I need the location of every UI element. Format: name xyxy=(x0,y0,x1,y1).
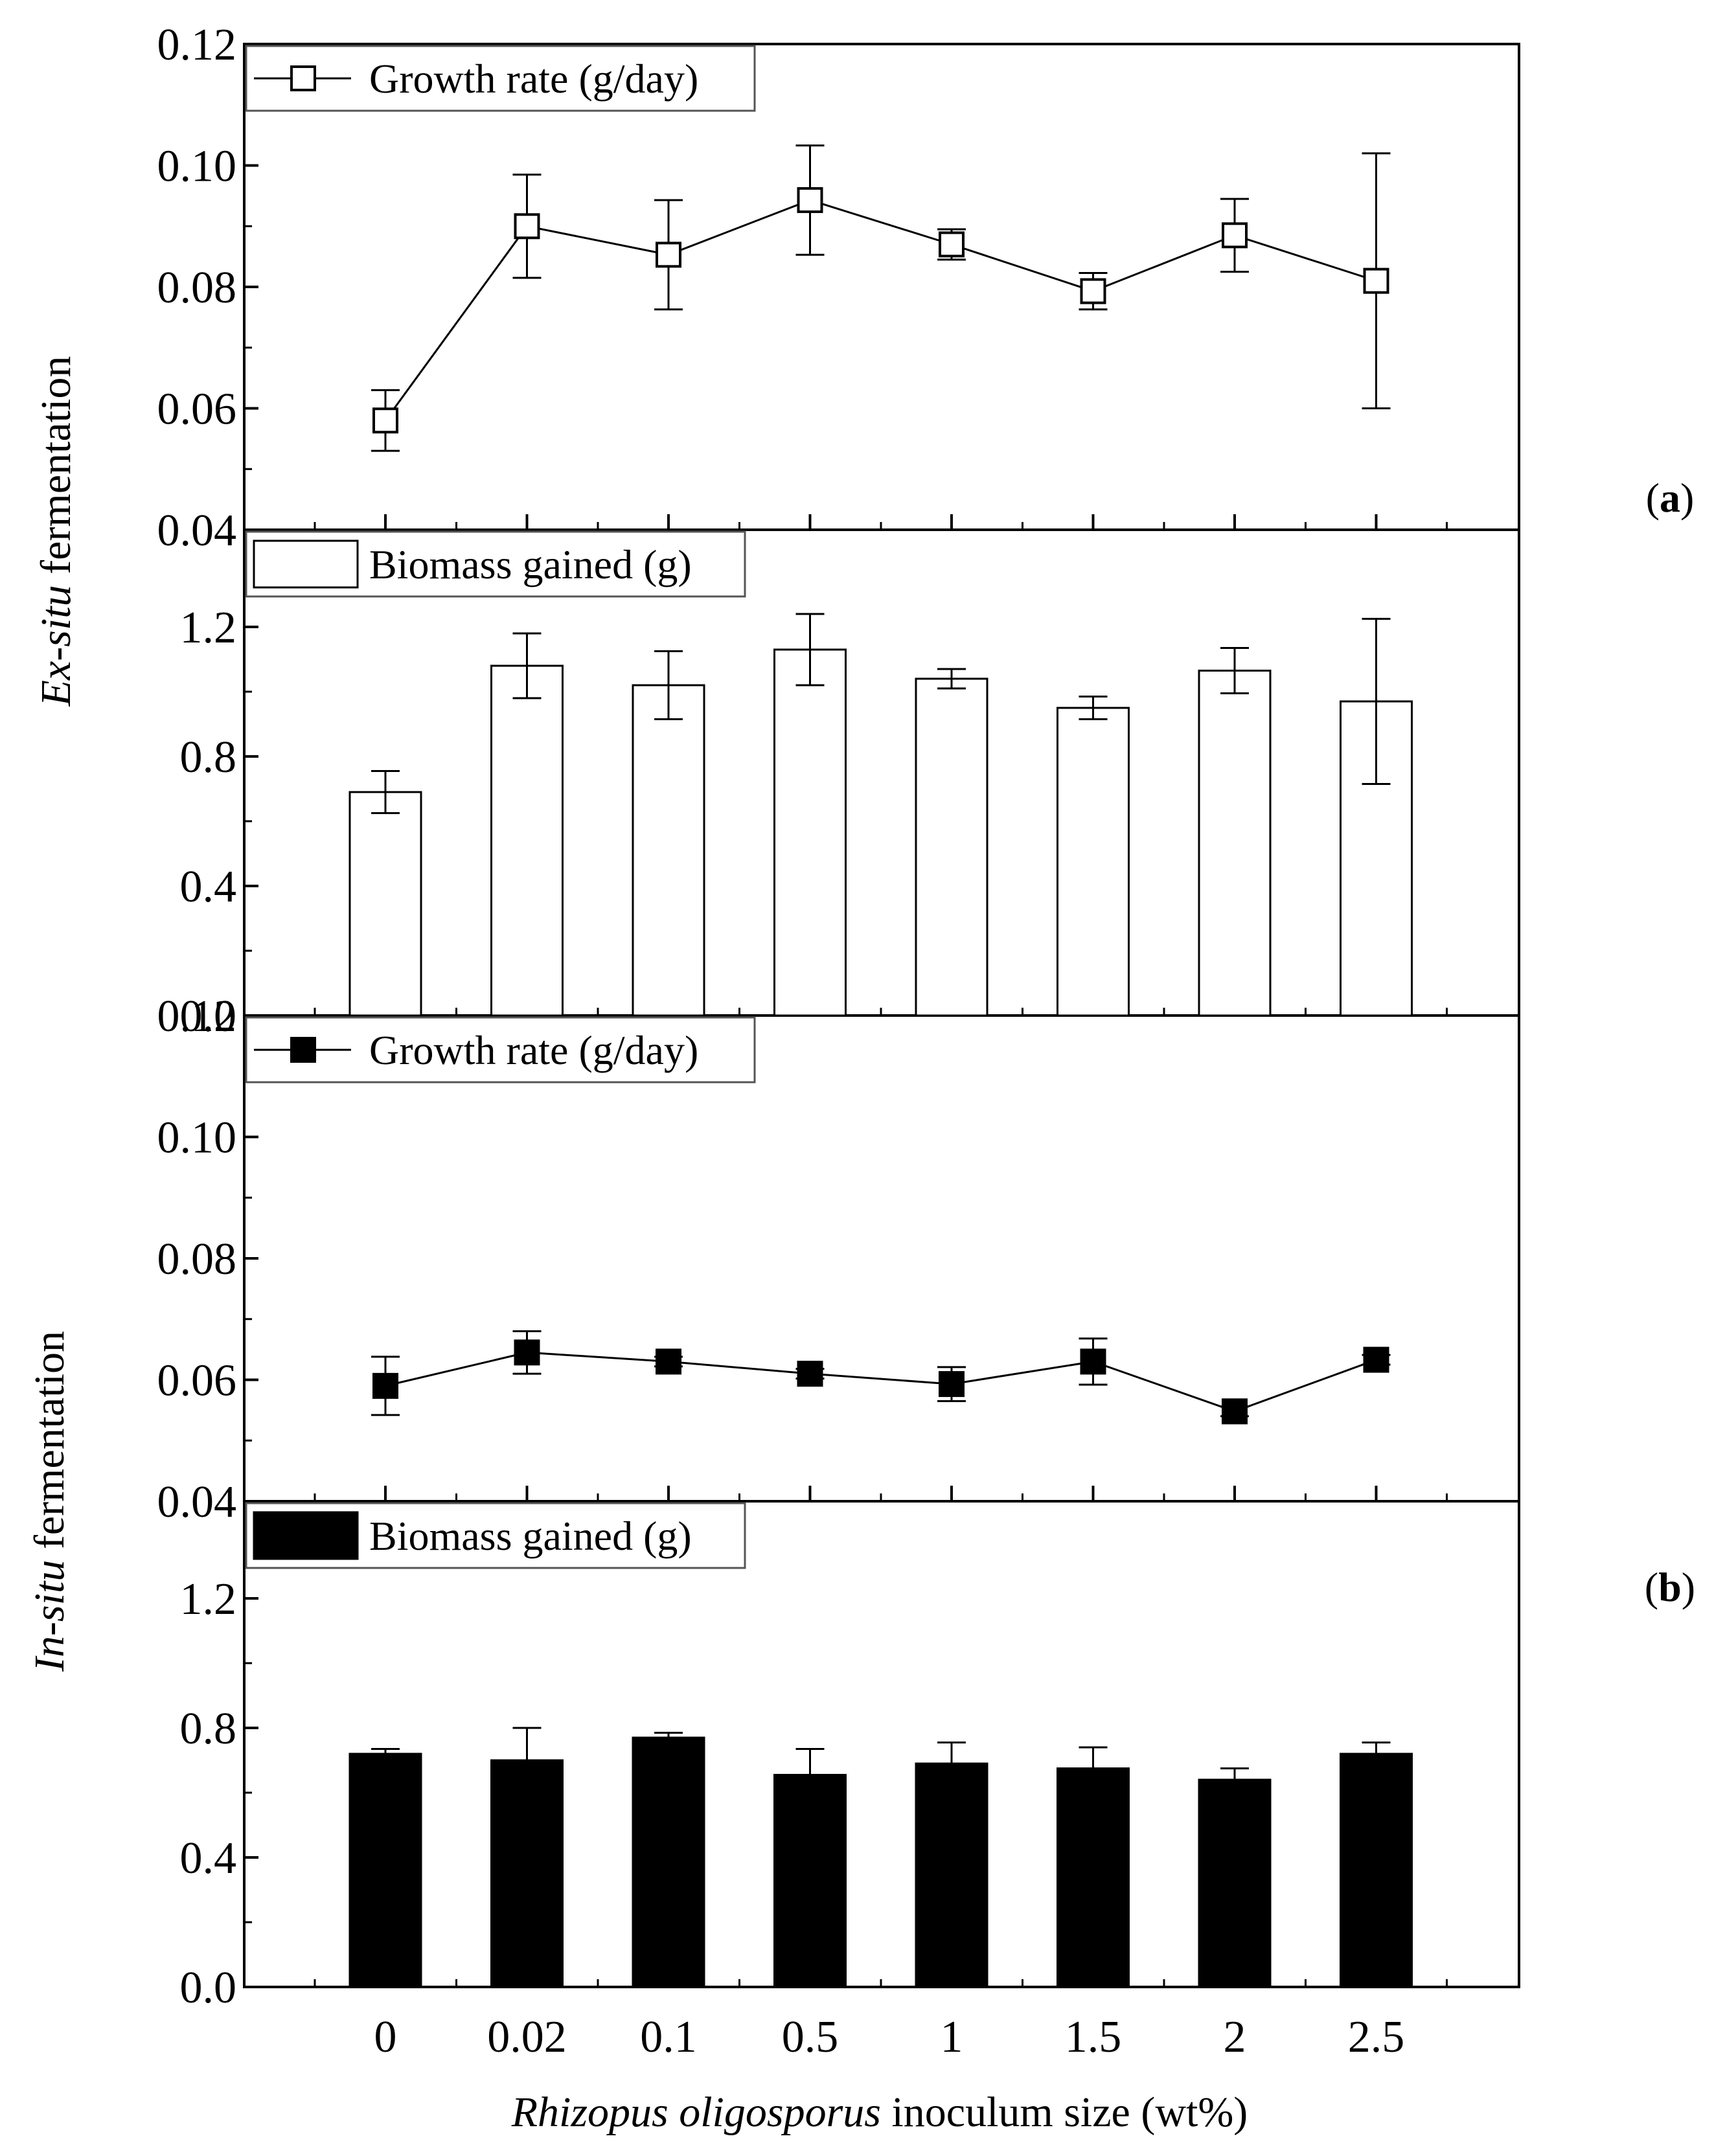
data-point-marker xyxy=(1080,278,1106,304)
panel-b-growth-frame xyxy=(243,1014,1520,1503)
y-tick-label: 0.12 xyxy=(157,992,237,1041)
panel-label-b-letter: b xyxy=(1658,1564,1682,1610)
chart-b_growth: 0.04 0.06 0.08 0.10 0.12 Growth rate (g/day) xyxy=(157,992,1448,1527)
in-situ-axis-title: In-situ fermentation xyxy=(26,1331,73,1672)
ex-situ-rest: fermentation xyxy=(32,356,80,585)
y-tick-label: 1.2 xyxy=(180,603,237,653)
x-tick-label: 1 xyxy=(941,2012,963,2062)
y-tick-label: 1.2 xyxy=(180,1574,237,1624)
panel-label-a: (a) xyxy=(1646,475,1695,521)
bar xyxy=(1198,670,1272,1017)
in-situ-rest: fermentation xyxy=(26,1331,73,1560)
data-point-marker xyxy=(656,242,681,268)
chart-a_growth: 0.04 0.06 0.08 0.10 0.12 Growth rate (g/day) xyxy=(157,20,1448,556)
bar xyxy=(915,1762,988,1988)
x-tick-label: 0.5 xyxy=(782,2012,839,2062)
legend-label: Biomass gained (g) xyxy=(369,1513,692,1559)
y-tick-label: 0.0 xyxy=(180,1963,237,2013)
y-tick-label: 0.10 xyxy=(157,142,237,192)
x-axis-title: Rhizopus oligosporus inoculum size (wt%) xyxy=(511,2089,1248,2136)
bar xyxy=(632,684,705,1017)
x-tick-label: 1.5 xyxy=(1065,2012,1122,2062)
data-point-marker xyxy=(1080,1348,1106,1375)
ex-situ-axis-title: Ex-situ fermentation xyxy=(32,356,80,707)
y-tick-label: 0.12 xyxy=(157,20,237,70)
data-point-marker xyxy=(656,1348,681,1375)
bar xyxy=(773,648,847,1017)
legend-swatch xyxy=(253,539,359,589)
data-point-marker xyxy=(514,1339,540,1366)
in-situ-italic: In-situ xyxy=(26,1560,73,1672)
chart-b_biomass: 0.0 0.4 0.8 1.2 Biomass gained (g) xyxy=(180,1502,1448,2013)
data-point-marker xyxy=(797,1361,823,1387)
panel-a-biomass-frame xyxy=(243,528,1520,1017)
legend-marker xyxy=(290,1037,316,1063)
y-tick-label: 0.4 xyxy=(180,1833,237,1883)
y-tick-label: 0.8 xyxy=(180,1704,237,1754)
x-tick-label: 2.5 xyxy=(1348,2012,1405,2062)
y-tick-label: 0.0 xyxy=(180,992,237,1041)
bar xyxy=(348,791,422,1017)
data-point-marker xyxy=(1363,1346,1389,1373)
data-point-marker xyxy=(939,1371,965,1398)
legend-label: Growth rate (g/day) xyxy=(369,56,698,102)
data-point-marker xyxy=(1222,1398,1248,1425)
bar xyxy=(773,1774,847,1988)
data-point-marker xyxy=(372,1372,398,1399)
bar xyxy=(1340,1753,1413,1988)
bar xyxy=(490,1759,564,1988)
x-axis-title-rest: inoculum size (wt%) xyxy=(881,2089,1248,2136)
data-point-marker xyxy=(797,187,823,213)
x-tick-label: 0 xyxy=(374,2012,397,2062)
legend-swatch xyxy=(253,1511,359,1560)
y-tick-label: 0.4 xyxy=(180,862,237,912)
panel-label-a-close: ) xyxy=(1680,475,1694,521)
data-point-marker xyxy=(372,407,398,434)
y-tick-label: 0.08 xyxy=(157,263,237,313)
legend-label: Growth rate (g/day) xyxy=(369,1027,698,1073)
series-line xyxy=(384,199,1377,422)
y-tick-label: 0.06 xyxy=(157,1356,237,1406)
panel-a-growth-frame xyxy=(243,43,1520,531)
panel-label-a-open: ( xyxy=(1646,475,1660,521)
y-tick-label: 0.04 xyxy=(157,506,237,556)
panel-label-a-letter: a xyxy=(1660,475,1680,521)
x-axis-title-italic: Rhizopus oligosporus xyxy=(511,2089,881,2136)
panel-label-b-close: ) xyxy=(1682,1564,1695,1610)
bar xyxy=(632,1736,705,1988)
series-line xyxy=(385,1351,1377,1413)
y-tick-label: 0.10 xyxy=(157,1113,237,1163)
chart-a_biomass: 0.0 0.4 0.8 1.2 Biomass gained (g) xyxy=(180,530,1448,1041)
data-point-marker xyxy=(1222,222,1248,249)
data-point-marker xyxy=(939,231,965,258)
x-tick-label: 0.1 xyxy=(640,2012,697,2062)
x-tick-label: 0.02 xyxy=(487,2012,567,2062)
y-tick-label: 0.06 xyxy=(157,385,237,435)
ex-situ-italic: Ex-situ xyxy=(32,585,80,707)
panel-label-b: (b) xyxy=(1645,1564,1695,1610)
bar xyxy=(1198,1778,1272,1988)
panel-label-b-open: ( xyxy=(1645,1564,1658,1610)
data-point-marker xyxy=(1363,267,1389,294)
panel-b-biomass-frame xyxy=(243,1500,1520,1988)
data-point-marker xyxy=(514,213,540,240)
bar xyxy=(490,664,564,1017)
x-tick-label: 2 xyxy=(1224,2012,1246,2062)
y-tick-label: 0.08 xyxy=(157,1234,237,1284)
bar xyxy=(348,1753,422,1988)
y-tick-label: 0.04 xyxy=(157,1477,237,1527)
bar xyxy=(1057,1767,1130,1988)
bar xyxy=(1057,707,1130,1017)
legend-label: Biomass gained (g) xyxy=(369,541,692,587)
bar xyxy=(915,677,988,1017)
y-tick-label: 0.8 xyxy=(180,732,237,782)
legend-marker xyxy=(290,65,316,91)
